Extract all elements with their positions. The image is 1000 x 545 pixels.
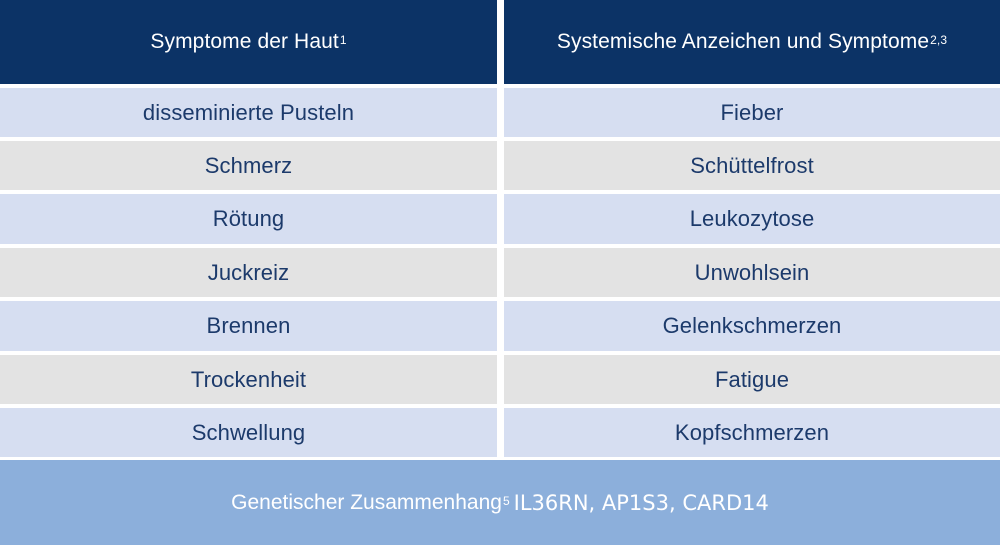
table-row: Rötung Leukozytose — [0, 194, 1000, 244]
genetic-association: Genetischer Zusammenhang 5 IL36RN, AP1S3, … — [0, 460, 1000, 545]
table-cell-skin: disseminierte Pusteln — [0, 88, 497, 137]
table-cell-systemic: Schüttelfrost — [504, 141, 1000, 190]
table-footer: Genetischer Zusammenhang 5 IL36RN, AP1S3, … — [0, 460, 1000, 545]
table-cell-systemic: Fieber — [504, 88, 1000, 137]
genetic-association-genes: IL36RN, AP1S3, CARD14 — [513, 490, 769, 515]
header-skin-symptoms-label: Symptome der Haut — [150, 30, 339, 53]
table-cell-skin: Brennen — [0, 301, 497, 351]
table-cell-systemic: Leukozytose — [504, 194, 1000, 244]
table-cell-skin: Rötung — [0, 194, 497, 244]
table-cell-skin: Schmerz — [0, 141, 497, 190]
table-cell-systemic: Kopfschmerzen — [504, 408, 1000, 457]
genetic-association-ref: 5 — [502, 493, 510, 508]
table-row: Brennen Gelenkschmerzen — [0, 301, 1000, 351]
table-row: Schmerz Schüttelfrost — [0, 141, 1000, 190]
table-cell-systemic: Fatigue — [504, 355, 1000, 404]
table-cell-skin: Trockenheit — [0, 355, 497, 404]
header-skin-symptoms-ref: 1 — [339, 33, 347, 47]
header-systemic-symptoms-ref: 2,3 — [930, 33, 948, 47]
table-cell-systemic: Unwohlsein — [504, 248, 1000, 297]
table-cell-systemic: Gelenkschmerzen — [504, 301, 1000, 351]
table-row: Trockenheit Fatigue — [0, 355, 1000, 404]
table-row: disseminierte Pusteln Fieber — [0, 88, 1000, 137]
genetic-association-label: Genetischer Zusammenhang — [231, 490, 502, 514]
table-cell-skin: Schwellung — [0, 408, 497, 457]
table-header: Symptome der Haut 1 Systemische Anzeichen… — [0, 0, 1000, 84]
table-row: Juckreiz Unwohlsein — [0, 248, 1000, 297]
header-systemic-symptoms: Systemische Anzeichen und Symptome 2,3 — [504, 0, 1000, 84]
header-systemic-symptoms-label: Systemische Anzeichen und Symptome — [556, 30, 930, 53]
header-skin-symptoms: Symptome der Haut 1 — [0, 0, 497, 84]
table-row: Schwellung Kopfschmerzen — [0, 408, 1000, 457]
table-cell-skin: Juckreiz — [0, 248, 497, 297]
